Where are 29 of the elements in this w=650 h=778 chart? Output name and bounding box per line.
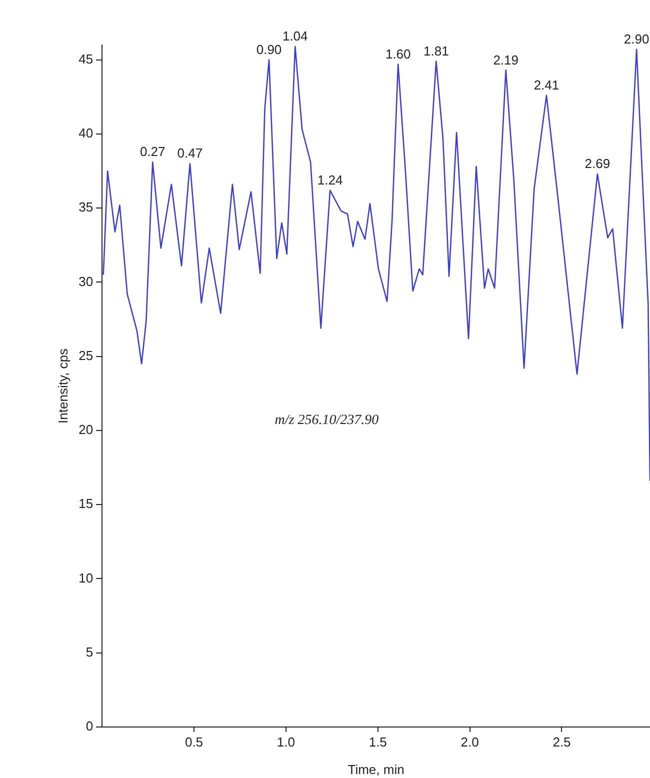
y-tick-label: 30 bbox=[78, 274, 94, 289]
y-tick-label: 0 bbox=[86, 718, 94, 734]
x-tick-label: 2.0 bbox=[460, 734, 479, 750]
y-tick-label: 5 bbox=[86, 644, 94, 660]
annotation: 0.90 bbox=[256, 42, 282, 57]
y-tick-label: 25 bbox=[78, 348, 94, 363]
x-tick-label: 1.0 bbox=[276, 734, 295, 750]
y-axis-title: Intensity, cps bbox=[55, 348, 70, 424]
annotation: 2.90 bbox=[624, 32, 650, 47]
annotation: 1.24 bbox=[317, 172, 343, 188]
annotation: m/z 256.10/237.90 bbox=[274, 412, 379, 428]
annotation: 2.41 bbox=[534, 77, 560, 92]
annotation: 1.60 bbox=[385, 46, 411, 62]
y-tick-label: 20 bbox=[78, 422, 94, 438]
annotation: 2.69 bbox=[584, 156, 610, 172]
annotation: 0.27 bbox=[140, 144, 166, 160]
x-axis-title: Time, min bbox=[348, 762, 404, 777]
y-tick-label: 10 bbox=[78, 570, 94, 586]
annotation: 1.81 bbox=[424, 43, 449, 58]
x-tick-label: 2.5 bbox=[552, 734, 571, 750]
annotation: 2.19 bbox=[493, 52, 518, 68]
y-tick-label: 40 bbox=[78, 126, 94, 141]
y-tick-label: 15 bbox=[78, 496, 94, 512]
annotation: 1.04 bbox=[282, 28, 308, 44]
annotation: 0.47 bbox=[177, 146, 203, 161]
y-tick-label: 35 bbox=[78, 200, 94, 215]
y-tick-label: 45 bbox=[78, 51, 94, 66]
x-tick-label: 0.5 bbox=[184, 734, 204, 750]
x-tick-label: 1.5 bbox=[368, 734, 387, 750]
